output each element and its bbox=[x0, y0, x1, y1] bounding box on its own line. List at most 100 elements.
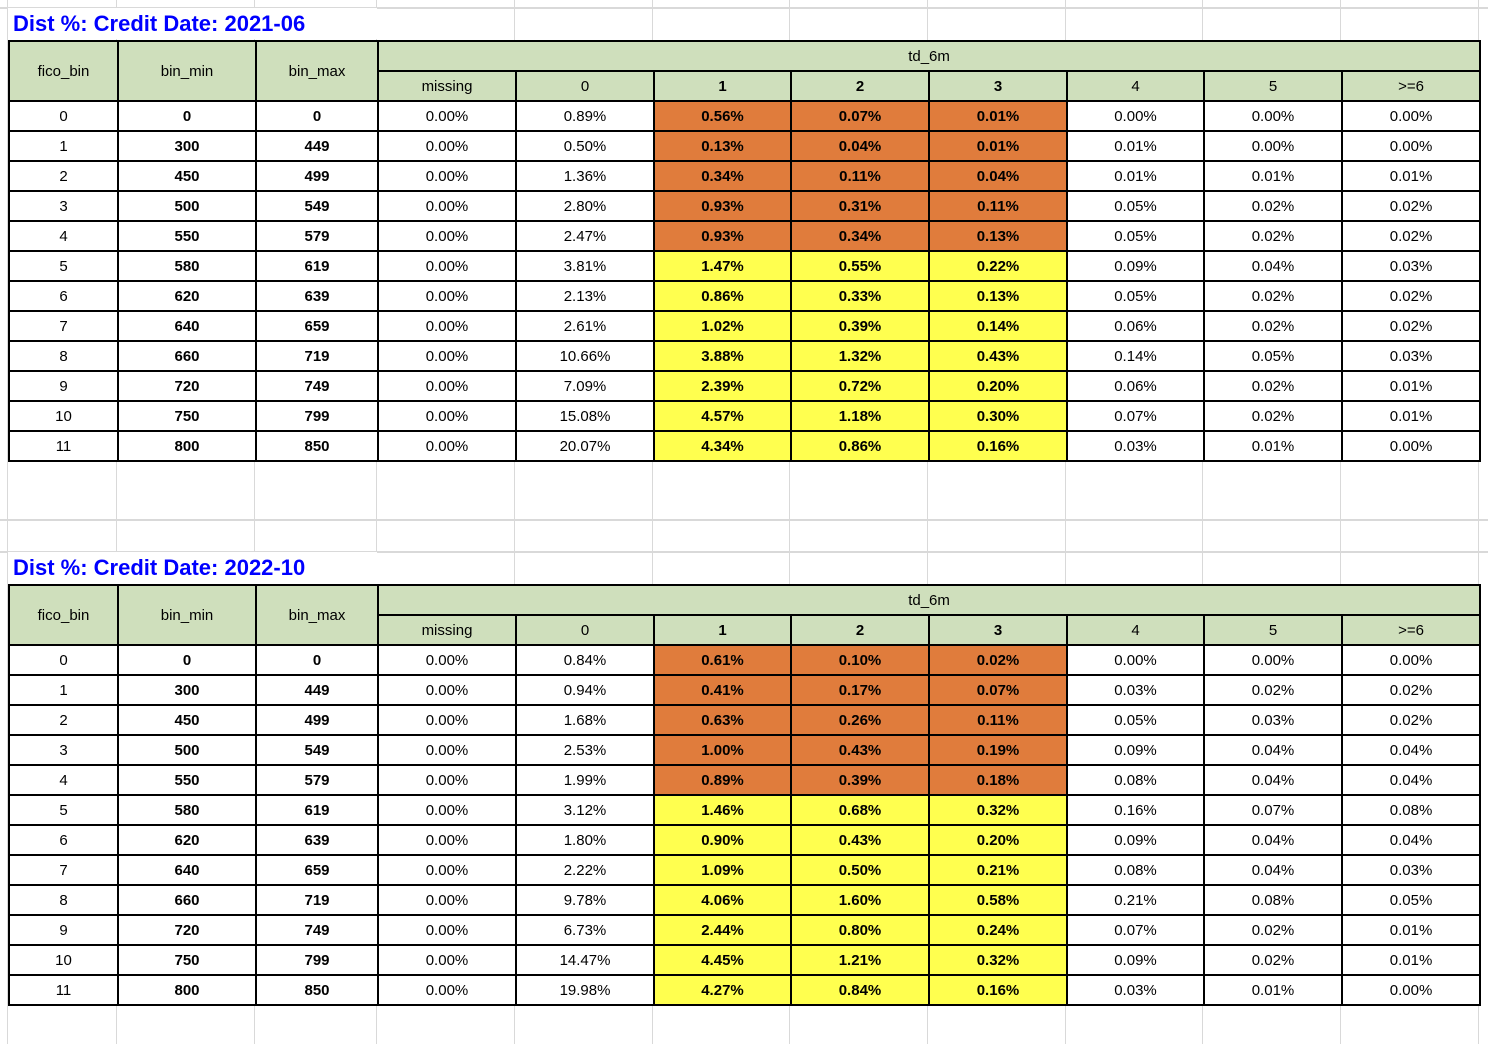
cell-td6m-3[interactable]: 0.24% bbox=[928, 914, 1068, 946]
cell-bin-min[interactable]: 620 bbox=[117, 824, 257, 856]
cell-td6m-3[interactable]: 0.32% bbox=[928, 794, 1068, 826]
cell-td6m-5[interactable]: 0.00% bbox=[1203, 130, 1343, 162]
cell-bin-max[interactable]: 799 bbox=[255, 400, 379, 432]
cell-td6m-3[interactable]: 0.13% bbox=[928, 280, 1068, 312]
cell-td6m-3[interactable]: 0.30% bbox=[928, 400, 1068, 432]
cell-td6m-missing[interactable]: 0.00% bbox=[377, 310, 517, 342]
cell-td6m-0[interactable]: 10.66% bbox=[515, 340, 655, 372]
cell-td6m-ge6[interactable]: 0.00% bbox=[1340, 644, 1482, 676]
cell-td6m-4[interactable]: 0.09% bbox=[1066, 250, 1205, 282]
cell-fico-bin[interactable]: 10 bbox=[8, 944, 119, 976]
cell-fico-bin[interactable]: 7 bbox=[8, 854, 119, 886]
cell-td6m-4[interactable]: 0.14% bbox=[1066, 340, 1205, 372]
cell-td6m-0[interactable]: 2.80% bbox=[515, 190, 655, 222]
header-td-6m-group[interactable]: td_6m bbox=[376, 40, 1482, 72]
cell-td6m-3[interactable]: 0.14% bbox=[928, 310, 1068, 342]
cell-td6m-ge6[interactable]: 0.01% bbox=[1340, 944, 1482, 976]
cell-fico-bin[interactable]: 8 bbox=[8, 340, 119, 372]
cell-td6m-0[interactable]: 0.89% bbox=[515, 100, 655, 132]
cell-td6m-2[interactable]: 1.18% bbox=[790, 400, 930, 432]
subheader-ge6[interactable]: >=6 bbox=[1340, 614, 1482, 646]
cell-td6m-5[interactable]: 0.00% bbox=[1203, 644, 1343, 676]
cell-fico-bin[interactable]: 2 bbox=[8, 160, 119, 192]
cell-td6m-2[interactable]: 0.43% bbox=[790, 734, 930, 766]
cell-td6m-4[interactable]: 0.08% bbox=[1066, 854, 1205, 886]
subheader-2[interactable]: 2 bbox=[790, 70, 930, 102]
cell-td6m-2[interactable]: 0.80% bbox=[790, 914, 930, 946]
cell-td6m-1[interactable]: 3.88% bbox=[653, 340, 792, 372]
cell-td6m-4[interactable]: 0.09% bbox=[1066, 824, 1205, 856]
cell-td6m-0[interactable]: 3.81% bbox=[515, 250, 655, 282]
cell-bin-min[interactable]: 0 bbox=[117, 100, 257, 132]
cell-bin-max[interactable]: 499 bbox=[255, 704, 379, 736]
cell-td6m-3[interactable]: 0.43% bbox=[928, 340, 1068, 372]
cell-td6m-2[interactable]: 0.26% bbox=[790, 704, 930, 736]
cell-td6m-4[interactable]: 0.00% bbox=[1066, 644, 1205, 676]
cell-bin-max[interactable]: 799 bbox=[255, 944, 379, 976]
subheader-1[interactable]: 1 bbox=[653, 70, 792, 102]
cell-td6m-2[interactable]: 0.43% bbox=[790, 824, 930, 856]
cell-td6m-1[interactable]: 0.56% bbox=[653, 100, 792, 132]
cell-td6m-2[interactable]: 0.68% bbox=[790, 794, 930, 826]
cell-bin-max[interactable]: 579 bbox=[255, 220, 379, 252]
cell-fico-bin[interactable]: 0 bbox=[8, 100, 119, 132]
cell-fico-bin[interactable]: 10 bbox=[8, 400, 119, 432]
cell-td6m-ge6[interactable]: 0.02% bbox=[1340, 280, 1482, 312]
cell-bin-min[interactable]: 300 bbox=[117, 674, 257, 706]
cell-td6m-0[interactable]: 9.78% bbox=[515, 884, 655, 916]
cell-td6m-ge6[interactable]: 0.02% bbox=[1340, 310, 1482, 342]
cell-td6m-0[interactable]: 6.73% bbox=[515, 914, 655, 946]
cell-fico-bin[interactable]: 11 bbox=[8, 430, 119, 462]
header-bin-min[interactable]: bin_min bbox=[117, 584, 257, 646]
cell-td6m-ge6[interactable]: 0.02% bbox=[1340, 190, 1482, 222]
cell-td6m-2[interactable]: 0.17% bbox=[790, 674, 930, 706]
cell-td6m-4[interactable]: 0.05% bbox=[1066, 280, 1205, 312]
cell-td6m-1[interactable]: 0.13% bbox=[653, 130, 792, 162]
cell-td6m-missing[interactable]: 0.00% bbox=[377, 400, 517, 432]
cell-td6m-3[interactable]: 0.04% bbox=[928, 160, 1068, 192]
cell-td6m-ge6[interactable]: 0.02% bbox=[1340, 220, 1482, 252]
subheader-5[interactable]: 5 bbox=[1203, 614, 1343, 646]
cell-td6m-5[interactable]: 0.02% bbox=[1203, 370, 1343, 402]
cell-td6m-2[interactable]: 0.07% bbox=[790, 100, 930, 132]
cell-td6m-missing[interactable]: 0.00% bbox=[377, 944, 517, 976]
cell-fico-bin[interactable]: 6 bbox=[8, 280, 119, 312]
cell-td6m-4[interactable]: 0.09% bbox=[1066, 944, 1205, 976]
cell-td6m-0[interactable]: 7.09% bbox=[515, 370, 655, 402]
cell-td6m-2[interactable]: 0.31% bbox=[790, 190, 930, 222]
cell-bin-min[interactable]: 750 bbox=[117, 400, 257, 432]
cell-td6m-4[interactable]: 0.01% bbox=[1066, 130, 1205, 162]
cell-td6m-0[interactable]: 2.22% bbox=[515, 854, 655, 886]
cell-bin-min[interactable]: 800 bbox=[117, 974, 257, 1006]
cell-bin-min[interactable]: 640 bbox=[117, 310, 257, 342]
cell-td6m-ge6[interactable]: 0.03% bbox=[1340, 340, 1482, 372]
cell-bin-max[interactable]: 619 bbox=[255, 250, 379, 282]
cell-td6m-1[interactable]: 0.93% bbox=[653, 190, 792, 222]
subheader-0[interactable]: 0 bbox=[515, 614, 655, 646]
cell-td6m-3[interactable]: 0.22% bbox=[928, 250, 1068, 282]
cell-td6m-0[interactable]: 2.61% bbox=[515, 310, 655, 342]
cell-td6m-3[interactable]: 0.11% bbox=[928, 190, 1068, 222]
cell-td6m-2[interactable]: 0.39% bbox=[790, 764, 930, 796]
cell-bin-max[interactable]: 449 bbox=[255, 674, 379, 706]
subheader-3[interactable]: 3 bbox=[928, 70, 1068, 102]
cell-bin-max[interactable]: 639 bbox=[255, 824, 379, 856]
cell-bin-max[interactable]: 499 bbox=[255, 160, 379, 192]
cell-td6m-0[interactable]: 19.98% bbox=[515, 974, 655, 1006]
cell-td6m-5[interactable]: 0.04% bbox=[1203, 250, 1343, 282]
cell-td6m-missing[interactable]: 0.00% bbox=[377, 160, 517, 192]
cell-bin-min[interactable]: 720 bbox=[117, 370, 257, 402]
cell-td6m-1[interactable]: 4.06% bbox=[653, 884, 792, 916]
cell-fico-bin[interactable]: 6 bbox=[8, 824, 119, 856]
cell-td6m-3[interactable]: 0.20% bbox=[928, 370, 1068, 402]
cell-bin-max[interactable]: 719 bbox=[255, 884, 379, 916]
cell-td6m-4[interactable]: 0.03% bbox=[1066, 674, 1205, 706]
cell-td6m-ge6[interactable]: 0.01% bbox=[1340, 400, 1482, 432]
cell-td6m-5[interactable]: 0.01% bbox=[1203, 430, 1343, 462]
cell-td6m-ge6[interactable]: 0.00% bbox=[1340, 100, 1482, 132]
cell-td6m-ge6[interactable]: 0.02% bbox=[1340, 674, 1482, 706]
cell-td6m-1[interactable]: 0.41% bbox=[653, 674, 792, 706]
cell-td6m-4[interactable]: 0.03% bbox=[1066, 974, 1205, 1006]
cell-td6m-3[interactable]: 0.32% bbox=[928, 944, 1068, 976]
cell-td6m-3[interactable]: 0.07% bbox=[928, 674, 1068, 706]
